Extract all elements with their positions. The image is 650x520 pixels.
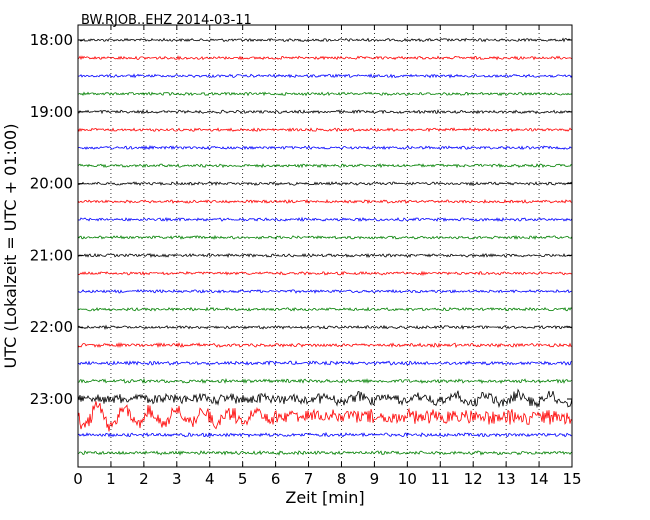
seismogram-trace — [77, 109, 573, 115]
y-tick-label: 23:00 — [30, 390, 73, 408]
seismogram-trace — [77, 55, 573, 61]
seismogram-trace — [77, 388, 573, 409]
x-axis-label: Zeit [min] — [285, 488, 364, 507]
x-tick-label: 3 — [172, 470, 182, 488]
y-tick-label: 19:00 — [30, 103, 73, 121]
x-tick-label: 15 — [562, 470, 581, 488]
seismogram-trace — [77, 401, 573, 432]
seismogram-trace — [77, 181, 573, 187]
seismogram-trace — [77, 270, 573, 277]
axis-ticks: 0 1 2 3 4 5 6 7 8 9 10 11 12 13 14 1518:0019:0020:0021:… — [30, 25, 582, 488]
y-tick-label: 20:00 — [30, 175, 73, 193]
x-tick-label: 14 — [530, 470, 549, 488]
x-tick-label: 6 — [271, 470, 281, 488]
seismogram-trace — [77, 360, 573, 366]
seismogram-trace — [77, 342, 573, 349]
x-tick-label: 0 — [73, 470, 83, 488]
seismogram-trace — [77, 431, 573, 438]
seismogram-trace — [77, 198, 573, 205]
seismogram-trace — [77, 91, 573, 97]
x-tick-label: 13 — [497, 470, 516, 488]
x-tick-label: 10 — [398, 470, 417, 488]
seismogram-traces — [77, 37, 573, 456]
seismogram-trace — [77, 127, 573, 133]
seismogram-trace — [77, 145, 572, 151]
seismogram-trace — [77, 324, 573, 331]
x-tick-label: 1 — [106, 470, 116, 488]
seismogram-trace — [77, 289, 573, 294]
x-tick-label: 8 — [337, 470, 347, 488]
plot-frame — [77, 24, 573, 468]
chart-title: BW.RJOB..EHZ 2014-03-11 — [81, 13, 252, 28]
seismogram-trace — [77, 377, 573, 384]
x-tick-label: 2 — [139, 470, 149, 488]
y-tick-label: 22:00 — [30, 318, 73, 336]
y-tick-label: 18:00 — [30, 31, 73, 49]
x-tick-label: 7 — [304, 470, 314, 488]
x-tick-label: 11 — [431, 470, 450, 488]
vertical-gridlines — [110, 25, 540, 467]
seismogram-trace — [77, 306, 573, 312]
seismogram-trace — [77, 73, 573, 79]
seismogram-trace — [77, 450, 573, 456]
seismogram-trace — [77, 252, 573, 259]
seismogram-trace — [77, 216, 573, 223]
y-tick-label: 21:00 — [30, 246, 73, 264]
x-tick-label: 4 — [205, 470, 215, 488]
x-tick-label: 9 — [370, 470, 380, 488]
seismogram-trace — [77, 234, 573, 241]
x-tick-label: 12 — [464, 470, 483, 488]
seismogram-trace — [77, 37, 573, 43]
y-axis-label: UTC (Lokalzeit = UTC + 01:00) — [1, 124, 20, 369]
seismogram-trace — [77, 162, 573, 169]
x-tick-label: 5 — [238, 470, 248, 488]
